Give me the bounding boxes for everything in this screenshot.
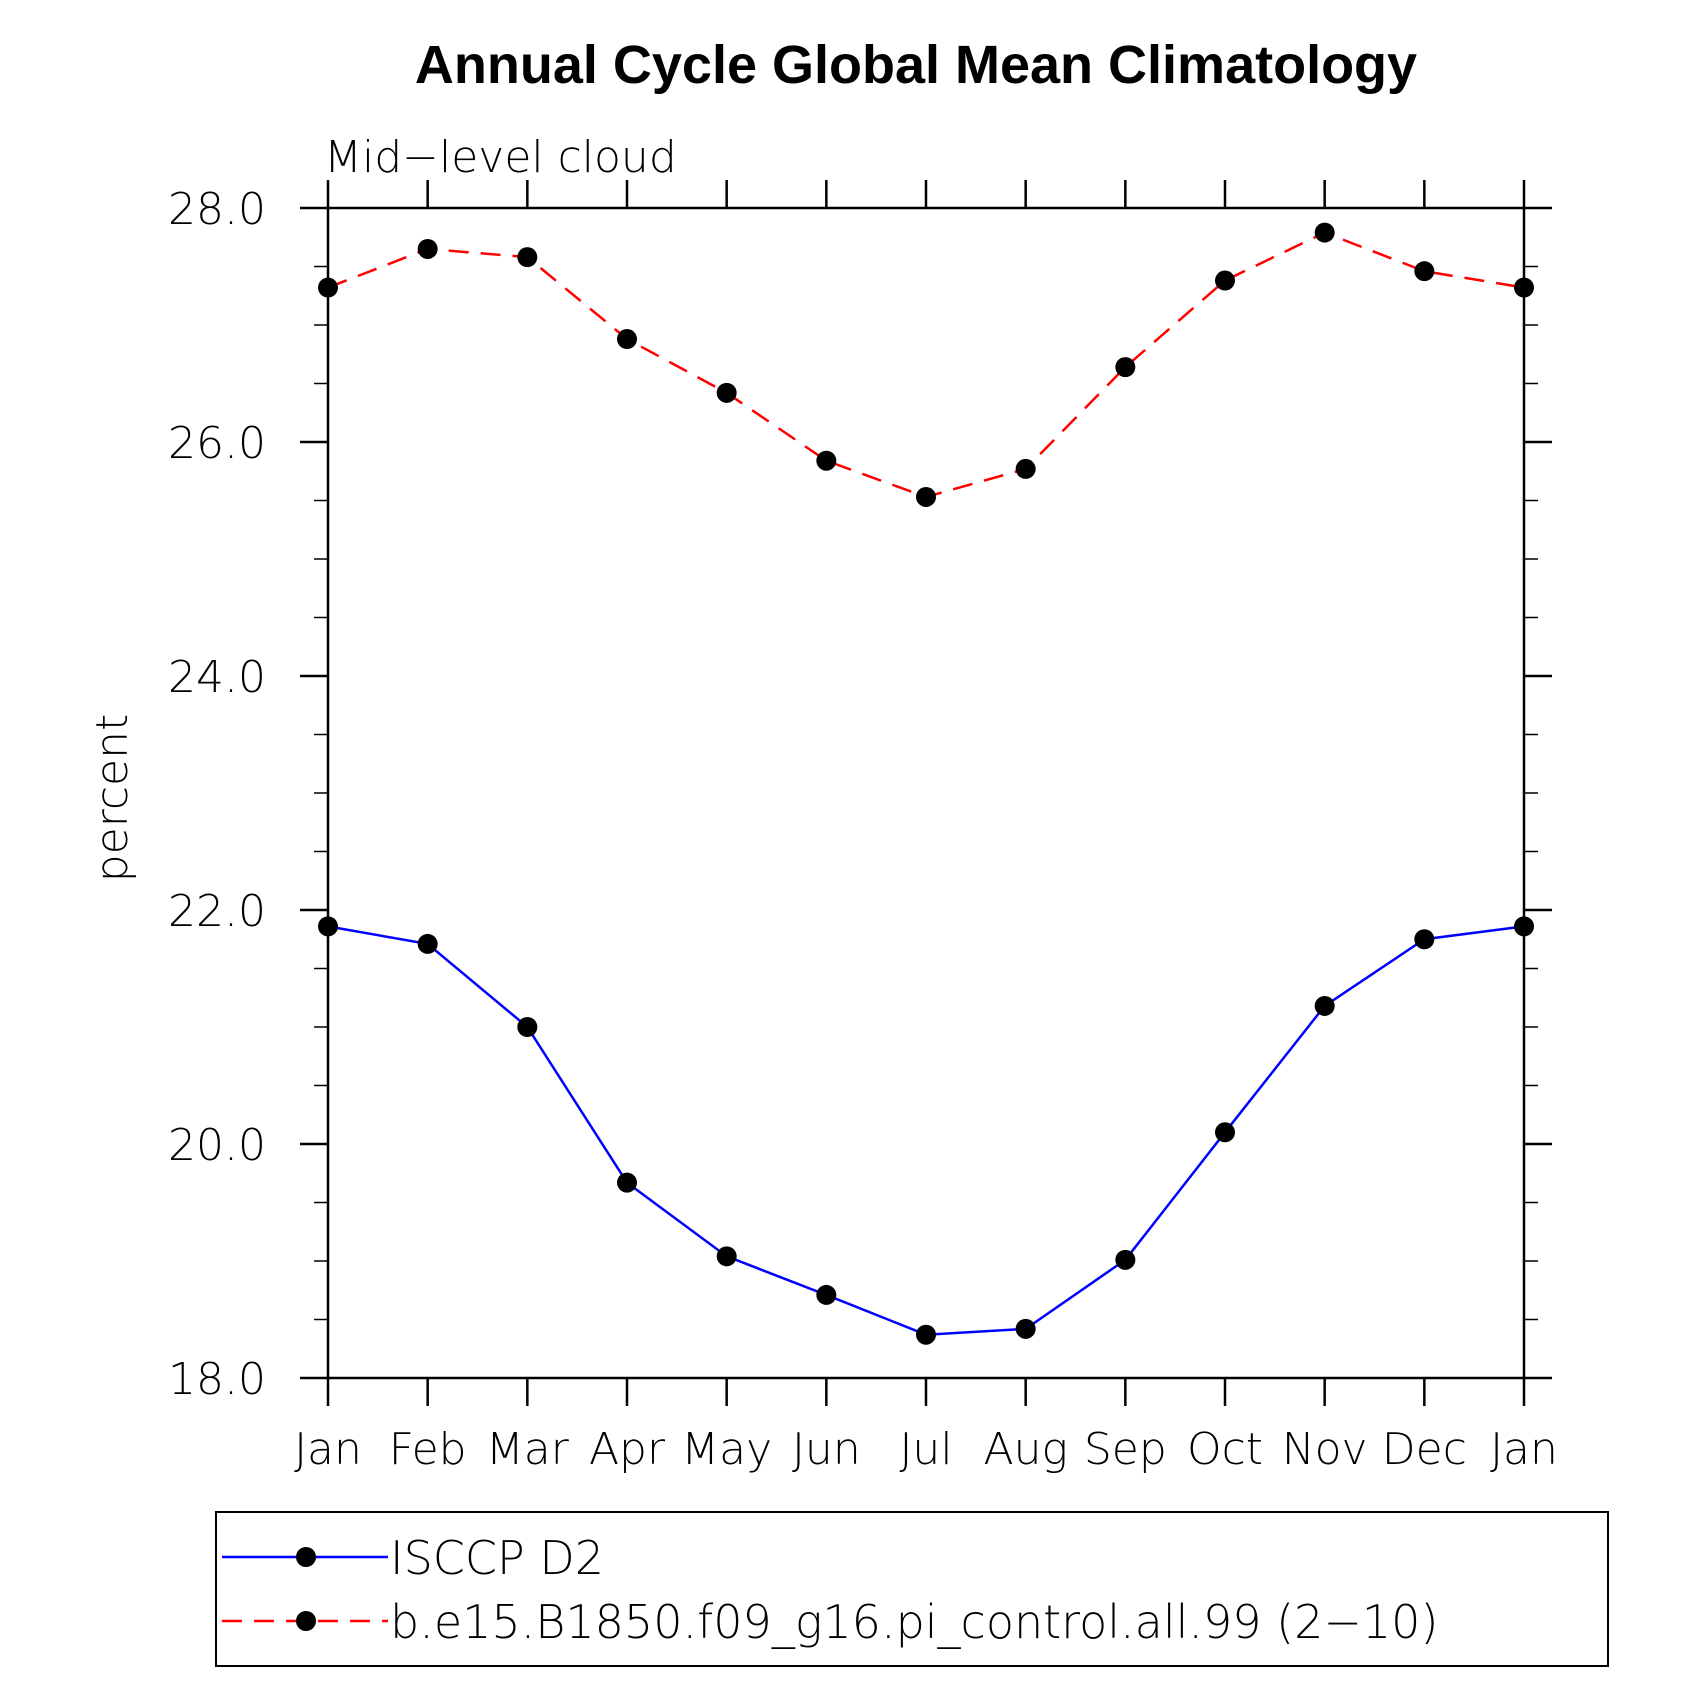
series-1-point	[318, 277, 338, 298]
series-0-point	[1215, 1122, 1235, 1143]
series-1-point	[816, 450, 837, 471]
legend-entry-isccp: ISCCP D2	[222, 1531, 604, 1585]
x-tick-label: May	[681, 1424, 772, 1475]
series-1-point	[517, 247, 538, 268]
series-0-point	[816, 1284, 837, 1305]
x-tick-label: Feb	[389, 1424, 467, 1475]
x-tick-label: Aug	[983, 1424, 1067, 1475]
x-ticks	[326, 180, 1526, 1406]
x-tick-label: Jul	[899, 1424, 952, 1475]
x-tick-labels: Jan Feb Mar Apr May Jun Jul Aug Sep Oct Nov Dec Jan	[294, 1424, 1558, 1475]
series-1-point	[1314, 222, 1335, 243]
series-0-point	[1514, 916, 1534, 937]
x-tick-label: Jan	[294, 1424, 362, 1475]
series-0-point	[417, 933, 438, 954]
y-tick-label: 22.0	[168, 886, 266, 937]
x-tick-label: Sep	[1084, 1424, 1167, 1475]
x-tick-label: Jun	[792, 1424, 861, 1475]
series-0-point	[517, 1017, 538, 1037]
legend-label-isccp: ISCCP D2	[390, 1531, 604, 1585]
series-0-point	[916, 1324, 936, 1345]
series-1-point	[1215, 270, 1235, 291]
y-ticks	[300, 206, 1552, 1380]
y-tick-label: 18.0	[168, 1354, 266, 1405]
legend-box	[215, 1511, 1609, 1667]
chart-title: Annual Cycle Global Mean Climatology	[415, 35, 1417, 95]
y-tick-label: 26.0	[168, 418, 266, 469]
y-tick-label: 20.0	[168, 1120, 266, 1171]
legend-label-model: b.e15.B1850.f09_g16.pi_control.all.99 (2…	[390, 1595, 1438, 1649]
x-tick-label: Mar	[486, 1424, 570, 1475]
series-0-point	[1115, 1249, 1136, 1270]
x-tick-label: Apr	[589, 1424, 666, 1475]
y-tick-label: 24.0	[168, 652, 266, 703]
chart-subtitle: Mid−level cloud	[324, 132, 677, 183]
series-layer	[318, 222, 1534, 1345]
series-1-point	[417, 238, 438, 259]
legend-entry-model: b.e15.B1850.f09_g16.pi_control.all.99 (2…	[222, 1595, 1438, 1649]
series-0-point	[1314, 995, 1335, 1016]
series-1-point	[617, 329, 637, 350]
series-0-point	[1414, 929, 1435, 950]
series-1-point	[1514, 277, 1534, 298]
x-tick-label: Jan	[1490, 1424, 1558, 1475]
series-0-point	[617, 1172, 637, 1193]
series-1-point	[1015, 458, 1036, 479]
series-1-point	[716, 382, 737, 403]
y-tick-label: 28.0	[168, 184, 266, 235]
series-0-point	[1015, 1318, 1036, 1339]
series-0-point	[716, 1246, 737, 1267]
y-tick-labels: 18.0 20.0 22.0 24.0 26.0 28.0	[168, 184, 266, 1405]
series-1-point	[1414, 261, 1435, 282]
series-1-point	[1115, 357, 1136, 378]
x-tick-label: Oct	[1187, 1424, 1263, 1475]
y-axis-label: percent	[87, 714, 138, 883]
series-1-point	[916, 486, 936, 507]
x-tick-label: Nov	[1282, 1424, 1368, 1475]
legend-marker-isccp	[296, 1547, 316, 1567]
series-0-point	[318, 916, 338, 937]
legend-marker-model	[296, 1611, 316, 1631]
x-tick-label: Dec	[1382, 1424, 1467, 1475]
